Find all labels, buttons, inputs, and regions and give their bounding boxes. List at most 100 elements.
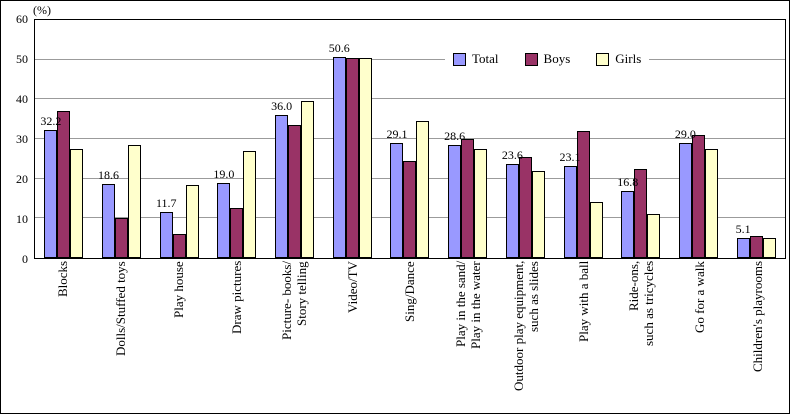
bar-group: 16.8 xyxy=(612,20,670,258)
legend: Total Boys Girls xyxy=(445,48,650,70)
x-tick-label: Go for a walk xyxy=(691,261,707,333)
total-bar xyxy=(736,237,750,258)
x-label-cell: Draw pictures xyxy=(208,261,266,411)
x-label-cell: Blocks xyxy=(34,261,92,411)
x-tick-label: Outdoor play equipment, such as slides xyxy=(510,261,541,392)
x-axis-labels: Blocks Dolls/Stuffed toys Play house Draw p… xyxy=(34,261,786,411)
bar-group: 19.0 xyxy=(208,20,266,258)
girls-bar xyxy=(243,150,257,258)
x-label-cell: Sing/Dance xyxy=(381,261,439,411)
data-label: 5.1 xyxy=(735,221,751,236)
total-bar xyxy=(563,166,577,258)
bar-group: 29.0 xyxy=(670,20,728,258)
y-axis-unit-label: (%) xyxy=(33,3,51,17)
data-label: 23.6 xyxy=(501,148,523,163)
x-tick-label: Play house xyxy=(171,261,187,318)
girls-bar xyxy=(416,121,430,258)
gridline xyxy=(35,58,785,60)
x-label-cell: Play in the sand/ Play in the water xyxy=(439,261,497,411)
total-bar xyxy=(275,115,289,258)
total-bar xyxy=(217,182,231,258)
bar-group: 50.6 xyxy=(323,20,381,258)
y-tick-label: 10 xyxy=(16,212,28,226)
x-tick-label: Picture- books/ Story telling xyxy=(279,261,310,341)
bar-group: 5.1 xyxy=(727,20,785,258)
gridline xyxy=(35,98,785,100)
x-label-cell: Ride-ons, such as tricycles xyxy=(612,261,670,411)
x-tick-label: Dolls/Stuffed toys xyxy=(113,261,129,356)
legend-label: Boys xyxy=(543,51,571,66)
x-label-cell: Outdoor play equipment, such as slides xyxy=(497,261,555,411)
plot-area: 32.2 18.6 11.7 19.0 36.0 50.6 29.1 28.6 23.6 23.1… xyxy=(34,19,786,259)
girls-bar xyxy=(762,238,776,258)
boys-bar xyxy=(518,156,532,258)
boys-bar xyxy=(288,125,302,258)
x-label-cell: Play house xyxy=(150,261,208,411)
girls-bar xyxy=(301,101,315,258)
legend-item-total: Total xyxy=(453,51,499,67)
boys-bar xyxy=(576,131,590,258)
data-label: 32.2 xyxy=(40,114,62,129)
total-bar xyxy=(448,144,462,258)
data-label: 11.7 xyxy=(155,195,177,210)
boys-bar xyxy=(461,139,475,258)
girls-bar xyxy=(128,144,142,258)
data-label: 19.0 xyxy=(213,166,235,181)
legend-swatch xyxy=(524,52,538,66)
bar-group: 11.7 xyxy=(150,20,208,258)
legend-swatch xyxy=(453,52,466,66)
y-tick-label: 50 xyxy=(16,52,28,66)
bar-group: 28.6 xyxy=(439,20,497,258)
gridline xyxy=(35,138,785,139)
boys-bar xyxy=(172,234,186,258)
legend-label: Girls xyxy=(615,51,642,66)
total-bar xyxy=(621,191,635,258)
total-bar xyxy=(678,142,692,258)
x-label-cell: Video/TV xyxy=(323,261,381,411)
y-tick-label: 20 xyxy=(16,172,28,186)
x-tick-label: Ride-ons, such as tricycles xyxy=(626,261,657,347)
y-tick-label: 40 xyxy=(16,92,28,106)
legend-label: Total xyxy=(472,51,499,66)
x-label-cell: Go for a walk xyxy=(670,261,728,411)
boys-bar xyxy=(634,168,648,258)
data-label: 28.6 xyxy=(444,128,466,143)
total-bar xyxy=(159,211,173,258)
girls-bar xyxy=(589,202,603,258)
girls-bar xyxy=(358,57,372,258)
x-tick-label: Blocks xyxy=(55,261,71,298)
legend-item-boys: Boys xyxy=(524,51,571,67)
boys-bar xyxy=(57,111,71,258)
girls-bar xyxy=(185,184,199,258)
total-bar xyxy=(332,57,346,258)
data-label: 16.8 xyxy=(617,175,639,190)
boys-bar xyxy=(749,236,763,258)
legend-item-girls: Girls xyxy=(596,51,641,67)
data-label: 36.0 xyxy=(271,99,293,114)
x-tick-label: Children's playrooms xyxy=(749,261,765,373)
legend-swatch xyxy=(596,52,610,66)
girls-bar xyxy=(647,214,661,258)
x-tick-label: Play in the sand/ Play in the water xyxy=(452,261,483,349)
girls-bar xyxy=(474,148,488,258)
x-label-cell: Picture- books/ Story telling xyxy=(265,261,323,411)
girls-bar xyxy=(704,148,718,258)
y-axis-labels: 0 10 20 30 40 50 60 xyxy=(1,12,30,266)
data-label: 29.0 xyxy=(674,126,696,141)
data-label: 23.1 xyxy=(559,150,581,165)
x-label-cell: Play with a ball xyxy=(555,261,613,411)
y-tick-label: 30 xyxy=(16,132,28,146)
bar-group: 23.6 xyxy=(497,20,555,258)
bar-group: 29.1 xyxy=(381,20,439,258)
bar-group: 23.1 xyxy=(554,20,612,258)
boys-bar xyxy=(345,57,359,258)
bar-group: 36.0 xyxy=(266,20,324,258)
data-label: 50.6 xyxy=(328,41,350,56)
total-bar xyxy=(102,184,116,258)
boys-bar xyxy=(230,208,244,258)
x-tick-label: Sing/Dance xyxy=(402,261,418,322)
total-bar xyxy=(44,130,58,258)
boys-bar xyxy=(403,160,417,258)
x-label-cell: Children's playrooms xyxy=(728,261,786,411)
